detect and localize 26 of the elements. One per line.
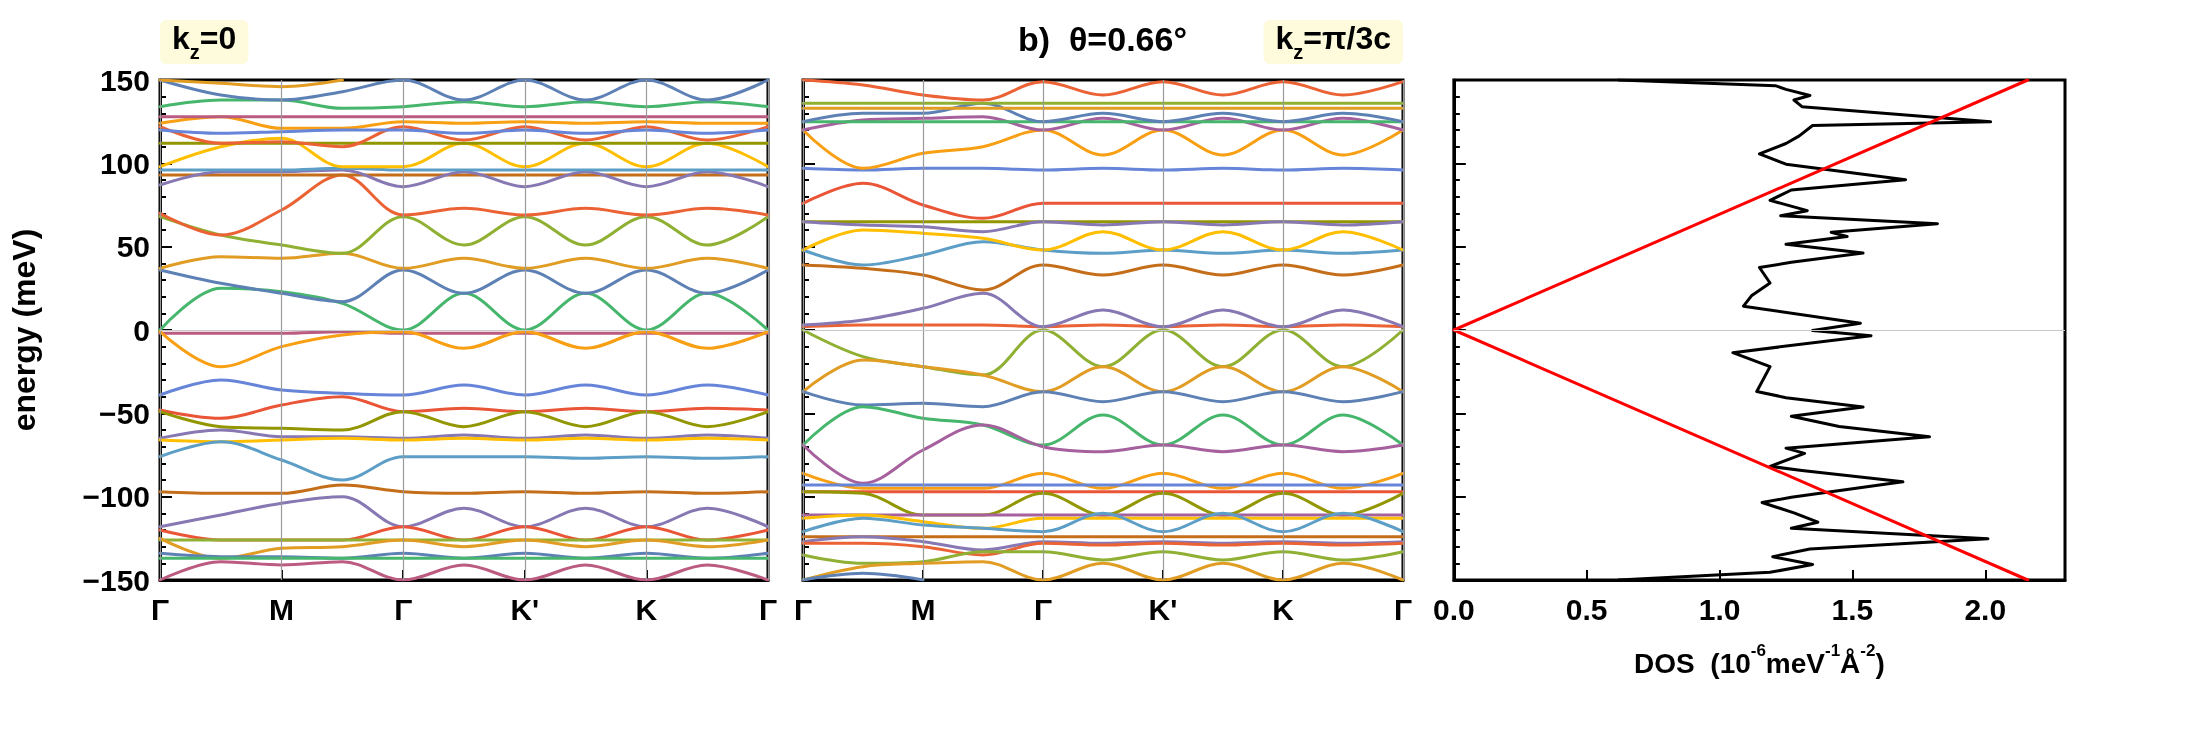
x-tick-label: 1.5	[1831, 592, 1874, 626]
y-axis-title: energy (meV)	[6, 228, 42, 432]
x-tick-label: 2.0	[1964, 592, 2007, 626]
y-tick-label: −50	[99, 396, 150, 430]
x-tick-label: Γ	[793, 592, 813, 626]
x-tick-label: Γ	[758, 592, 778, 626]
x-tick-label: K	[635, 592, 658, 626]
y-tick-label: −100	[82, 480, 150, 514]
y-tick-label: 0	[133, 313, 150, 347]
x-tick-label: M	[910, 592, 936, 626]
x-tick-label: K'	[1148, 592, 1178, 626]
x-tick-label: K	[1272, 592, 1295, 626]
x-tick-label: Γ	[1033, 592, 1053, 626]
y-tick-label: −150	[82, 563, 150, 597]
x-tick-label: Γ	[1393, 592, 1413, 626]
x-tick-label: M	[269, 592, 295, 626]
x-tick-label: 1.0	[1698, 592, 1741, 626]
x-tick-label: 0.0	[1432, 592, 1475, 626]
x-tick-label: Γ	[150, 592, 170, 626]
x-tick-label: 0.5	[1565, 592, 1608, 626]
chart-title: b) θ=0.66°	[1018, 19, 1187, 58]
x-tick-label: Γ	[394, 592, 413, 626]
y-tick-label: 150	[99, 63, 150, 97]
x-tick-label: K'	[510, 592, 540, 626]
y-tick-label: 50	[116, 230, 150, 264]
y-tick-label: 100	[99, 146, 150, 180]
